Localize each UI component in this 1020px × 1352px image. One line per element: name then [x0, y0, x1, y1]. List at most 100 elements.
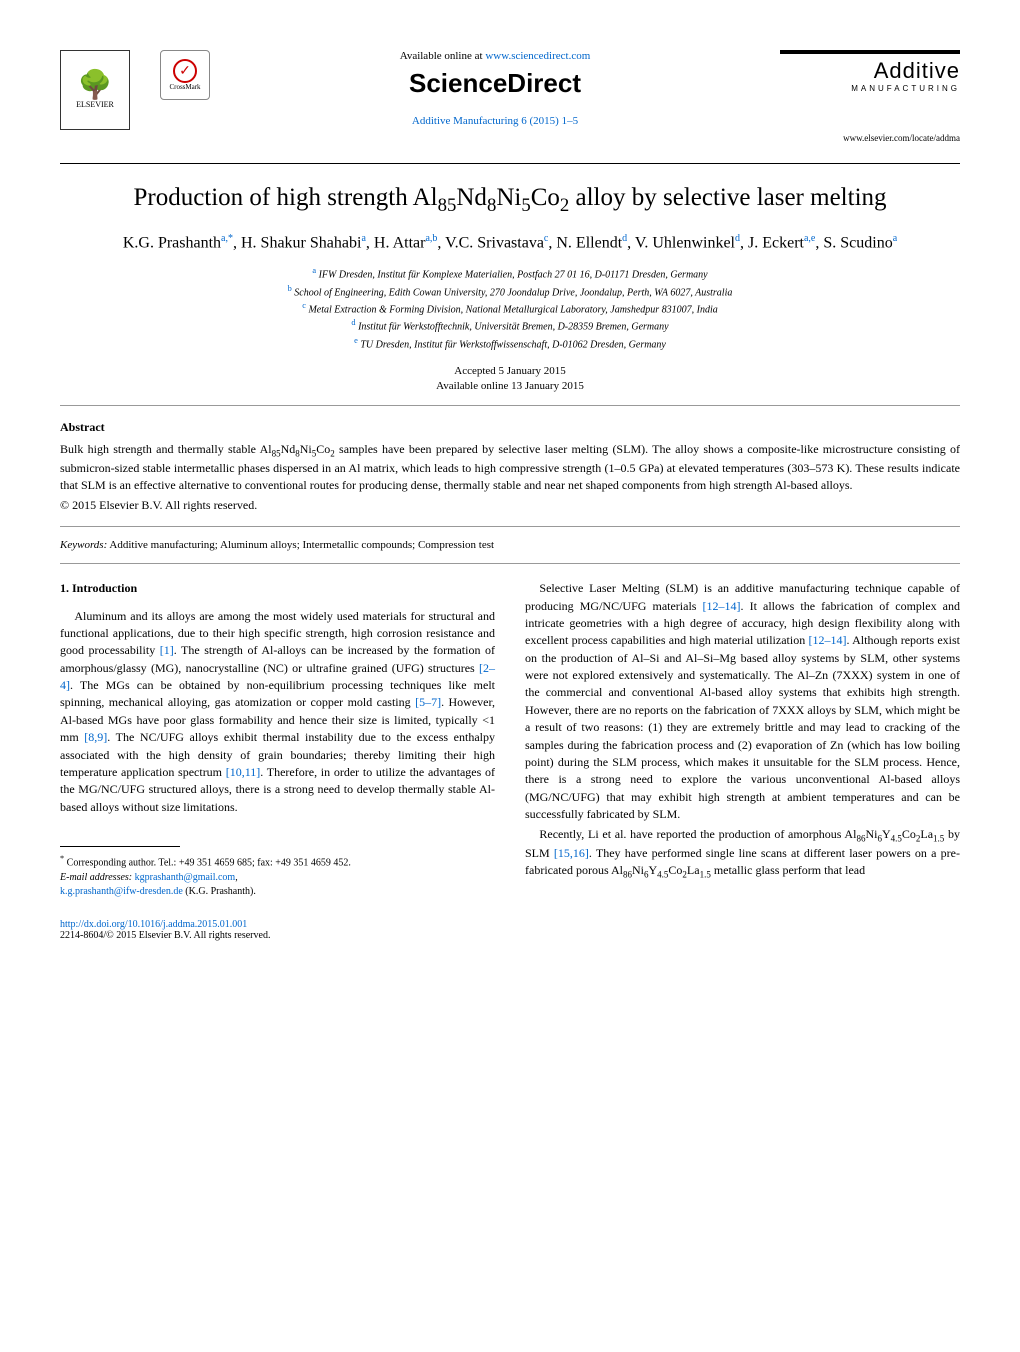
rule-abstract-bottom — [60, 526, 960, 527]
body-text: Y — [648, 863, 657, 877]
date-accepted: Accepted 5 January 2015 — [60, 364, 960, 379]
section-1-heading: 1. Introduction — [60, 580, 495, 597]
citation-link[interactable]: [5–7] — [415, 695, 441, 709]
doi-link[interactable]: http://dx.doi.org/10.1016/j.addma.2015.0… — [60, 919, 960, 930]
body-paragraph: Selective Laser Melting (SLM) is an addi… — [525, 580, 960, 823]
header-row: 🌳 ELSEVIER ✓ CrossMark Available online … — [60, 50, 960, 143]
rule-abstract-top — [60, 405, 960, 406]
email-link[interactable]: kgprashanth@gmail.com — [135, 872, 236, 883]
email-label: E-mail addresses: — [60, 872, 132, 883]
email-line2: k.g.prashanth@ifw-dresden.de (K.G. Prash… — [60, 885, 495, 899]
crossmark-logo[interactable]: ✓ CrossMark — [160, 50, 210, 100]
right-column: Selective Laser Melting (SLM) is an addi… — [525, 580, 960, 898]
abstract-chunk: Ni — [300, 442, 312, 456]
crossmark-icon: ✓ — [173, 59, 197, 83]
citation-link[interactable]: [1] — [160, 643, 174, 657]
body-text: La — [687, 863, 700, 877]
doi-block: http://dx.doi.org/10.1016/j.addma.2015.0… — [60, 919, 960, 941]
article-title: Production of high strength Al85Nd8Ni5Co… — [60, 184, 960, 217]
keywords: Keywords: Additive manufacturing; Alumin… — [60, 539, 960, 551]
rule-top — [60, 163, 960, 164]
author-name: K.G. Prashanth — [123, 234, 221, 251]
affiliation-e: e TU Dresden, Institut für Werkstoffwiss… — [60, 335, 960, 352]
title-text: alloy by selective laser melting — [569, 184, 886, 211]
citation-link[interactable]: [15,16] — [554, 846, 589, 860]
elsevier-logo: 🌳 ELSEVIER — [60, 50, 130, 130]
available-text: Available online at — [400, 50, 486, 62]
footnote-separator — [60, 846, 180, 847]
body-text: Y — [882, 827, 891, 841]
abstract-text: Bulk high strength and thermally stable … — [60, 441, 960, 514]
body-paragraph: Recently, Li et al. have reported the pr… — [525, 826, 960, 882]
affil-text: IFW Dresden, Institut für Komplexe Mater… — [319, 270, 708, 281]
keywords-text: Additive manufacturing; Aluminum alloys;… — [107, 539, 494, 551]
email-name: (K.G. Prashanth). — [183, 886, 256, 897]
author-affil-sup: a — [893, 233, 897, 244]
body-sub: 86 — [623, 870, 632, 880]
page-container: 🌳 ELSEVIER ✓ CrossMark Available online … — [0, 0, 1020, 981]
body-text: . Although reports exist on the producti… — [525, 633, 960, 821]
abstract-chunk: Nd — [281, 442, 296, 456]
header-left: 🌳 ELSEVIER ✓ CrossMark — [60, 50, 210, 130]
citation-link[interactable]: [8,9] — [84, 730, 107, 744]
body-text: Co — [668, 863, 682, 877]
body-text: Recently, Li et al. have reported the pr… — [539, 827, 856, 841]
title-sub: 5 — [521, 195, 530, 216]
email-link[interactable]: k.g.prashanth@ifw-dresden.de — [60, 886, 183, 897]
abstract-chunk: Co — [316, 442, 330, 456]
title-text: Production of high strength Al — [133, 184, 437, 211]
abstract-sub: 85 — [272, 448, 281, 458]
author-name: , J. Eckert — [740, 234, 804, 251]
body-text: Ni — [632, 863, 644, 877]
body-text: La — [920, 827, 933, 841]
citation-link[interactable]: [10,11] — [226, 765, 261, 779]
journal-logo-title: Additive — [780, 58, 960, 84]
citation-link[interactable]: [12–14] — [703, 599, 741, 613]
email-addresses: E-mail addresses: kgprashanth@gmail.com, — [60, 871, 495, 885]
body-columns: 1. Introduction Aluminum and its alloys … — [60, 580, 960, 898]
left-column: 1. Introduction Aluminum and its alloys … — [60, 580, 495, 898]
corresponding-author: * Corresponding author. Tel.: +49 351 46… — [60, 853, 495, 870]
affil-text: Institut für Werkstofftechnik, Universit… — [358, 322, 669, 333]
body-sub: 1.5 — [933, 833, 944, 843]
author-affil-sup: a,* — [221, 233, 233, 244]
crossmark-label: CrossMark — [169, 83, 200, 91]
journal-reference[interactable]: Additive Manufacturing 6 (2015) 1–5 — [230, 115, 760, 127]
issn-copyright: 2214-8604/© 2015 Elsevier B.V. All right… — [60, 930, 960, 941]
abstract-heading: Abstract — [60, 420, 960, 435]
affiliation-b: b School of Engineering, Edith Cowan Uni… — [60, 283, 960, 300]
sciencedirect-brand: ScienceDirect — [230, 68, 760, 99]
body-sub: 4.5 — [891, 833, 902, 843]
body-text: Co — [902, 827, 916, 841]
author-name: , N. Ellendt — [548, 234, 622, 251]
author-affil-sup: a,e — [804, 233, 815, 244]
title-text: Co — [531, 184, 560, 211]
tree-icon: 🌳 — [78, 72, 113, 100]
author-affil-sup: a,b — [425, 233, 437, 244]
body-text: Ni — [865, 827, 877, 841]
journal-logo: Additive MANUFACTURING — [780, 50, 960, 93]
header-center: Available online at www.sciencedirect.co… — [210, 50, 780, 127]
rule-keywords-bottom — [60, 563, 960, 564]
journal-logo-sub: MANUFACTURING — [780, 84, 960, 93]
available-online: Available online at www.sciencedirect.co… — [230, 50, 760, 62]
citation-link[interactable]: [12–14] — [809, 633, 847, 647]
corr-text: Corresponding author. Tel.: +49 351 4659… — [67, 858, 351, 869]
abstract-copyright: © 2015 Elsevier B.V. All rights reserved… — [60, 497, 960, 514]
header-right: Additive MANUFACTURING www.elsevier.com/… — [780, 50, 960, 143]
article-dates: Accepted 5 January 2015 Available online… — [60, 364, 960, 395]
title-sub: 8 — [487, 195, 496, 216]
affiliations: a IFW Dresden, Institut für Komplexe Mat… — [60, 265, 960, 352]
locate-url[interactable]: www.elsevier.com/locate/addma — [780, 133, 960, 143]
author-name: , V.C. Srivastava — [437, 234, 544, 251]
affil-text: TU Dresden, Institut für Werkstoffwissen… — [360, 339, 666, 350]
sciencedirect-url[interactable]: www.sciencedirect.com — [485, 50, 590, 62]
title-text: Nd — [456, 184, 487, 211]
title-sub: 85 — [438, 195, 457, 216]
footnotes: * Corresponding author. Tel.: +49 351 46… — [60, 853, 495, 898]
affiliation-a: a IFW Dresden, Institut für Komplexe Mat… — [60, 265, 960, 282]
title-text: Ni — [496, 184, 521, 211]
elsevier-label: ELSEVIER — [76, 100, 114, 109]
affil-text: School of Engineering, Edith Cowan Unive… — [294, 287, 732, 298]
affiliation-c: c Metal Extraction & Forming Division, N… — [60, 300, 960, 317]
